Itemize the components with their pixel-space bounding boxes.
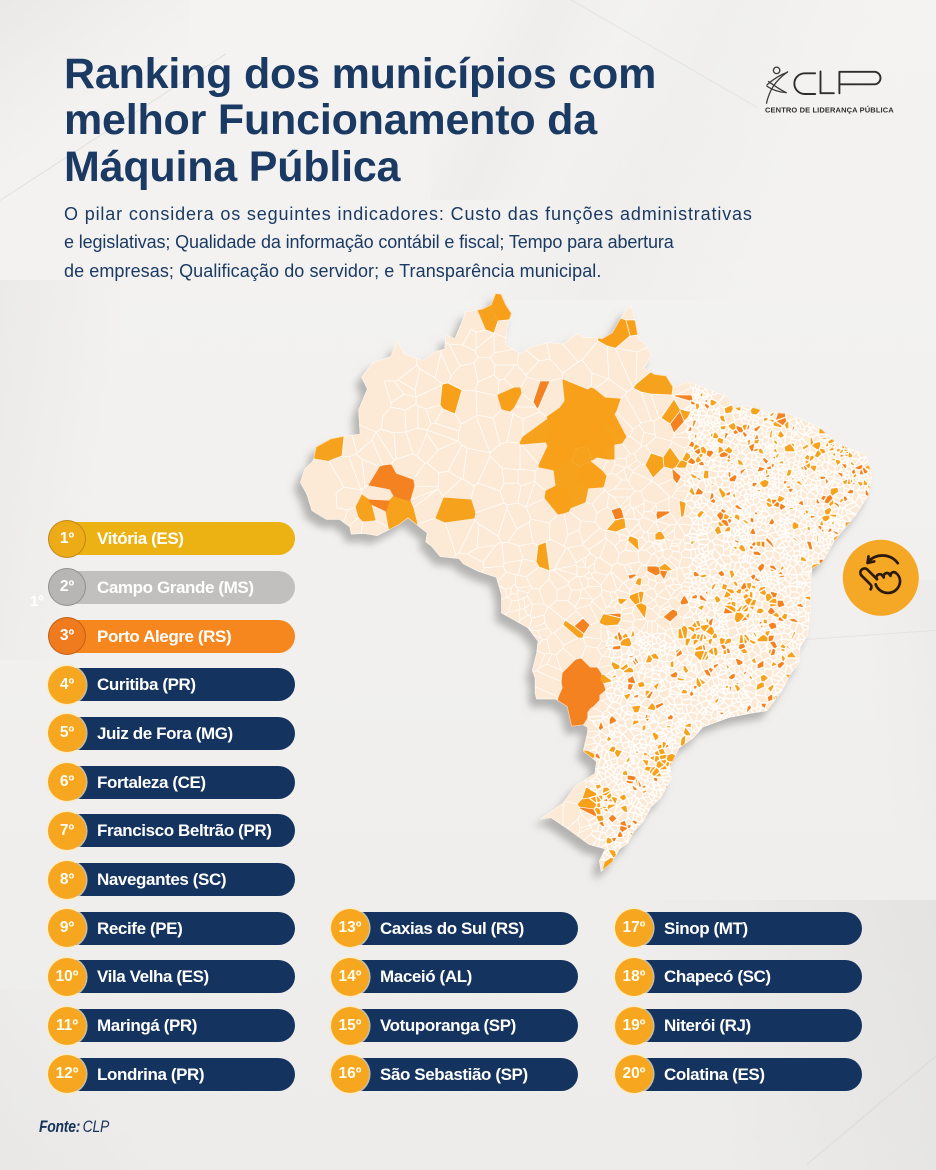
svg-text:CENTRO DE LIDERANÇA PÚBLICA: CENTRO DE LIDERANÇA PÚBLICA <box>765 106 894 115</box>
